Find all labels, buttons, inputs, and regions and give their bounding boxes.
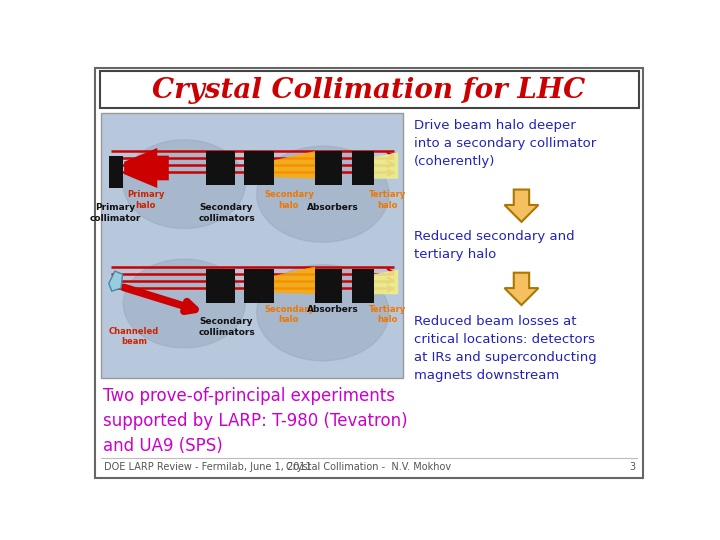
Bar: [109, 156, 122, 188]
Text: Absorbers: Absorbers: [307, 305, 359, 314]
Text: Crystal Collimation -  N.V. Mokhov: Crystal Collimation - N.V. Mokhov: [287, 462, 451, 472]
Text: Tertiary
halo: Tertiary halo: [369, 305, 406, 325]
Polygon shape: [505, 273, 539, 305]
Polygon shape: [505, 190, 539, 222]
Ellipse shape: [257, 265, 389, 361]
Text: Secondary
halo: Secondary halo: [264, 190, 314, 210]
Bar: [315, 151, 342, 185]
Bar: [101, 112, 403, 378]
Ellipse shape: [257, 146, 389, 242]
Polygon shape: [124, 148, 168, 188]
Text: Absorbers: Absorbers: [307, 204, 359, 212]
Polygon shape: [274, 151, 315, 179]
Text: 3: 3: [629, 462, 636, 472]
Ellipse shape: [123, 259, 246, 348]
Text: Secondary
collimators: Secondary collimators: [198, 318, 255, 337]
Bar: [244, 269, 274, 303]
Text: Secondary
halo: Secondary halo: [264, 305, 314, 325]
Text: Channeled
beam: Channeled beam: [109, 327, 159, 346]
Text: DOE LARP Review - Fermilab, June 1, 2011: DOE LARP Review - Fermilab, June 1, 2011: [104, 462, 312, 472]
Polygon shape: [109, 271, 122, 291]
Text: Secondary
collimators: Secondary collimators: [198, 204, 255, 223]
Polygon shape: [374, 153, 398, 179]
Bar: [206, 151, 235, 185]
Bar: [352, 151, 374, 185]
Bar: [352, 269, 374, 303]
Polygon shape: [274, 267, 315, 294]
Text: Crystal Collimation for LHC: Crystal Collimation for LHC: [153, 77, 585, 104]
Text: Primary
halo: Primary halo: [127, 190, 164, 210]
Bar: [99, 71, 639, 108]
Text: Reduced beam losses at
critical locations: detectors
at IRs and superconducting
: Reduced beam losses at critical location…: [414, 315, 596, 382]
Bar: [244, 151, 274, 185]
Bar: [315, 269, 342, 303]
Polygon shape: [374, 269, 398, 294]
Text: Tertiary
halo: Tertiary halo: [369, 190, 406, 210]
Text: Primary
collimator: Primary collimator: [90, 204, 141, 223]
Ellipse shape: [123, 140, 246, 228]
Text: Reduced secondary and
tertiary halo: Reduced secondary and tertiary halo: [414, 231, 575, 261]
Bar: [206, 269, 235, 303]
Text: Two prove-of-principal experiments
supported by LARP: T-980 (Tevatron)
and UA9 (: Two prove-of-principal experiments suppo…: [102, 387, 408, 455]
Text: Drive beam halo deeper
into a secondary collimator
(coherently): Drive beam halo deeper into a secondary …: [414, 119, 596, 168]
